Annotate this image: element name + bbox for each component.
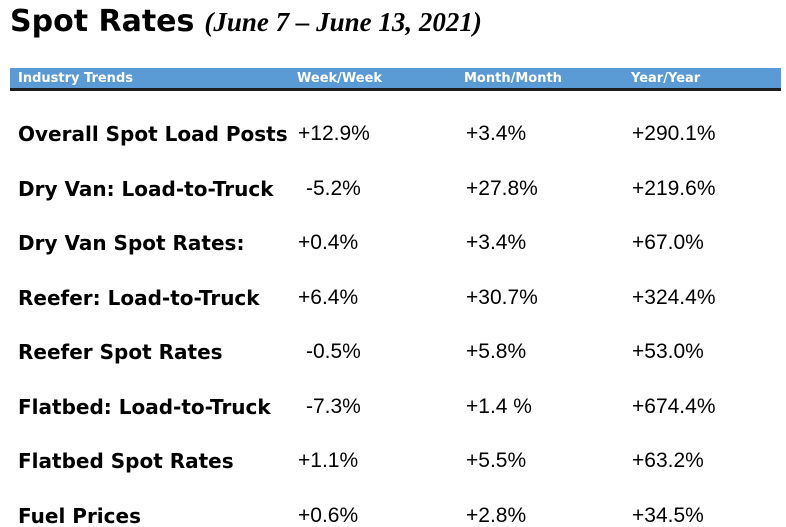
year-value: +324.4% <box>632 285 716 309</box>
week-value: -7.3% <box>306 394 361 418</box>
row-label: Flatbed: Load-to-Truck <box>18 394 271 419</box>
month-value: +27.8% <box>466 176 538 200</box>
header-month-month: Month/Month <box>464 71 562 86</box>
title-date-range: (June 7 – June 13, 2021) <box>204 7 482 37</box>
year-value: +290.1% <box>632 122 716 145</box>
table-row: Flatbed: Load-to-Truck -7.3% +1.4 % +674… <box>0 380 786 435</box>
week-value: -5.2% <box>306 176 361 200</box>
year-value: +53.0% <box>632 340 704 363</box>
year-value: +63.2% <box>632 449 704 472</box>
week-value: +0.6% <box>298 503 359 527</box>
row-label: Reefer Spot Rates <box>18 340 223 364</box>
month-value: +5.5% <box>466 449 527 472</box>
month-value: +5.8% <box>466 340 527 363</box>
table-row: Reefer: Load-to-Truck +6.4% +30.7% +324.… <box>0 271 786 326</box>
header-year-year: Year/Year <box>631 71 701 86</box>
table-row: Dry Van Spot Rates: +0.4% +3.4% +67.0% <box>0 216 786 271</box>
row-label: Fuel Prices <box>18 503 141 527</box>
page-title: Spot Rates (June 7 – June 13, 2021) <box>10 2 482 42</box>
month-value: +2.8% <box>466 503 527 527</box>
table-row: Dry Van: Load-to-Truck -5.2% +27.8% +219… <box>0 162 786 217</box>
row-label: Dry Van: Load-to-Truck <box>18 176 274 201</box>
week-value: +6.4% <box>298 285 359 309</box>
row-label: Dry Van Spot Rates: <box>18 231 245 255</box>
year-value: +219.6% <box>632 176 716 200</box>
table-row: Reefer Spot Rates -0.5% +5.8% +53.0% <box>0 325 786 380</box>
year-value: +34.5% <box>632 503 704 527</box>
week-value: +1.1% <box>298 449 359 472</box>
month-value: +3.4% <box>466 122 527 145</box>
week-value: -0.5% <box>306 340 361 363</box>
header-week-week: Week/Week <box>297 71 383 86</box>
year-value: +67.0% <box>632 231 704 254</box>
header-industry-trends: Industry Trends <box>18 71 133 86</box>
table-body: Overall Spot Load Posts +12.9% +3.4% +29… <box>0 107 786 527</box>
month-value: +3.4% <box>466 231 527 254</box>
row-label: Overall Spot Load Posts <box>18 122 288 146</box>
month-value: +30.7% <box>466 285 538 309</box>
week-value: +0.4% <box>298 231 359 254</box>
table-row: Fuel Prices +0.6% +2.8% +34.5% <box>0 489 786 527</box>
table-header: Industry Trends Week/Week Month/Month Ye… <box>10 68 781 91</box>
row-label: Flatbed Spot Rates <box>18 449 234 473</box>
table-row: Overall Spot Load Posts +12.9% +3.4% +29… <box>0 107 786 162</box>
title-main: Spot Rates <box>10 4 195 39</box>
week-value: +12.9% <box>298 122 370 145</box>
table-row: Flatbed Spot Rates +1.1% +5.5% +63.2% <box>0 434 786 489</box>
month-value: +1.4 % <box>466 394 532 418</box>
row-label: Reefer: Load-to-Truck <box>18 285 260 310</box>
year-value: +674.4% <box>632 394 716 418</box>
